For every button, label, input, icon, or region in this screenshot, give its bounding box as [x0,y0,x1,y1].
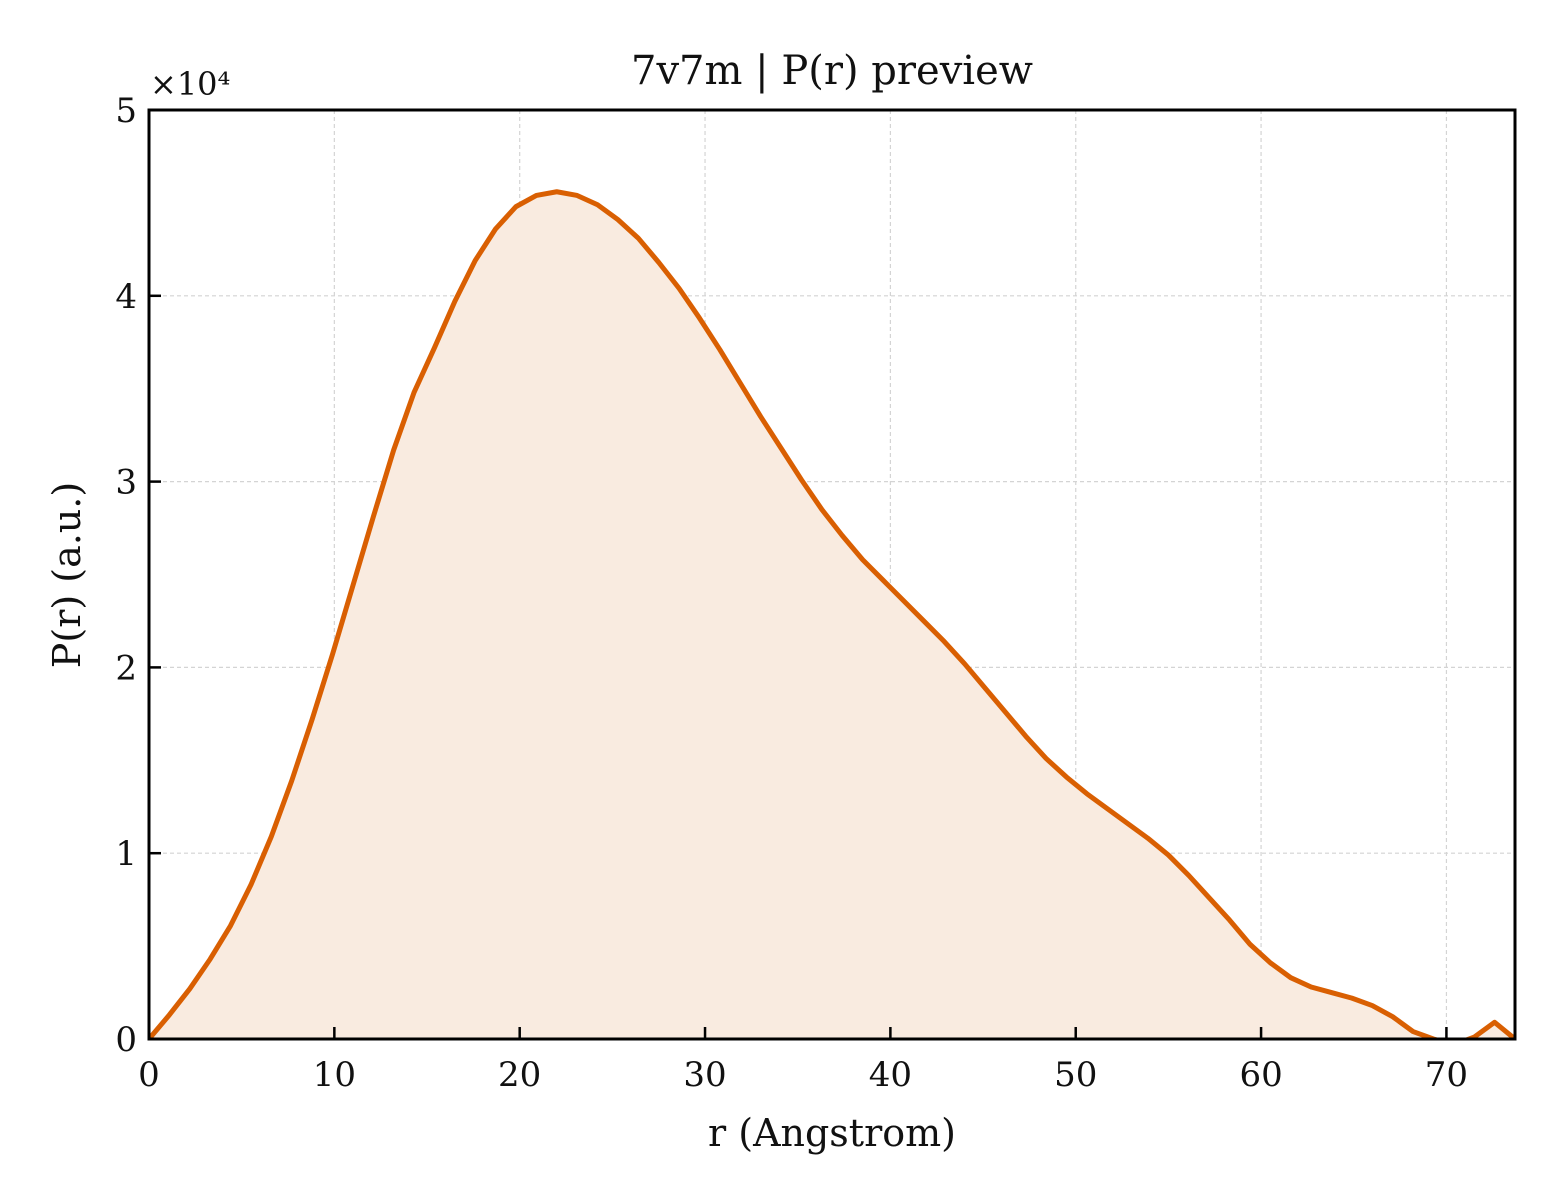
y-axis-label: P(r) (a.u.) [45,482,89,668]
ticks: 0 10 20 30 40 50 60 70 0 1 2 3 4 5 [115,91,1468,1095]
x-tick-label: 70 [1425,1055,1468,1095]
plot-area [149,189,1515,1039]
y-tick-label: 4 [115,277,137,317]
x-tick-label: 0 [138,1055,160,1095]
x-tick-label: 30 [683,1055,726,1095]
y-tick-label: 2 [115,648,137,688]
chart-title: 7v7m | P(r) preview [631,48,1033,94]
x-tick-label: 60 [1239,1055,1282,1095]
line [149,189,1515,1039]
y-tick-label: 5 [115,91,137,131]
x-tick-label: 40 [869,1055,912,1095]
axes-frame [147,108,1517,1041]
y-tick-label: 1 [115,834,137,874]
y-offset-label: ×10⁴ [150,65,230,103]
x-tick-label: 20 [498,1055,541,1095]
y-tick-label: 0 [115,1020,137,1060]
y-tick-label: 3 [115,463,137,503]
x-axis-label: r (Angstrom) [708,1111,956,1155]
x-tick-label: 50 [1054,1055,1097,1095]
area [149,191,1515,1039]
x-tick-label: 10 [313,1055,356,1095]
